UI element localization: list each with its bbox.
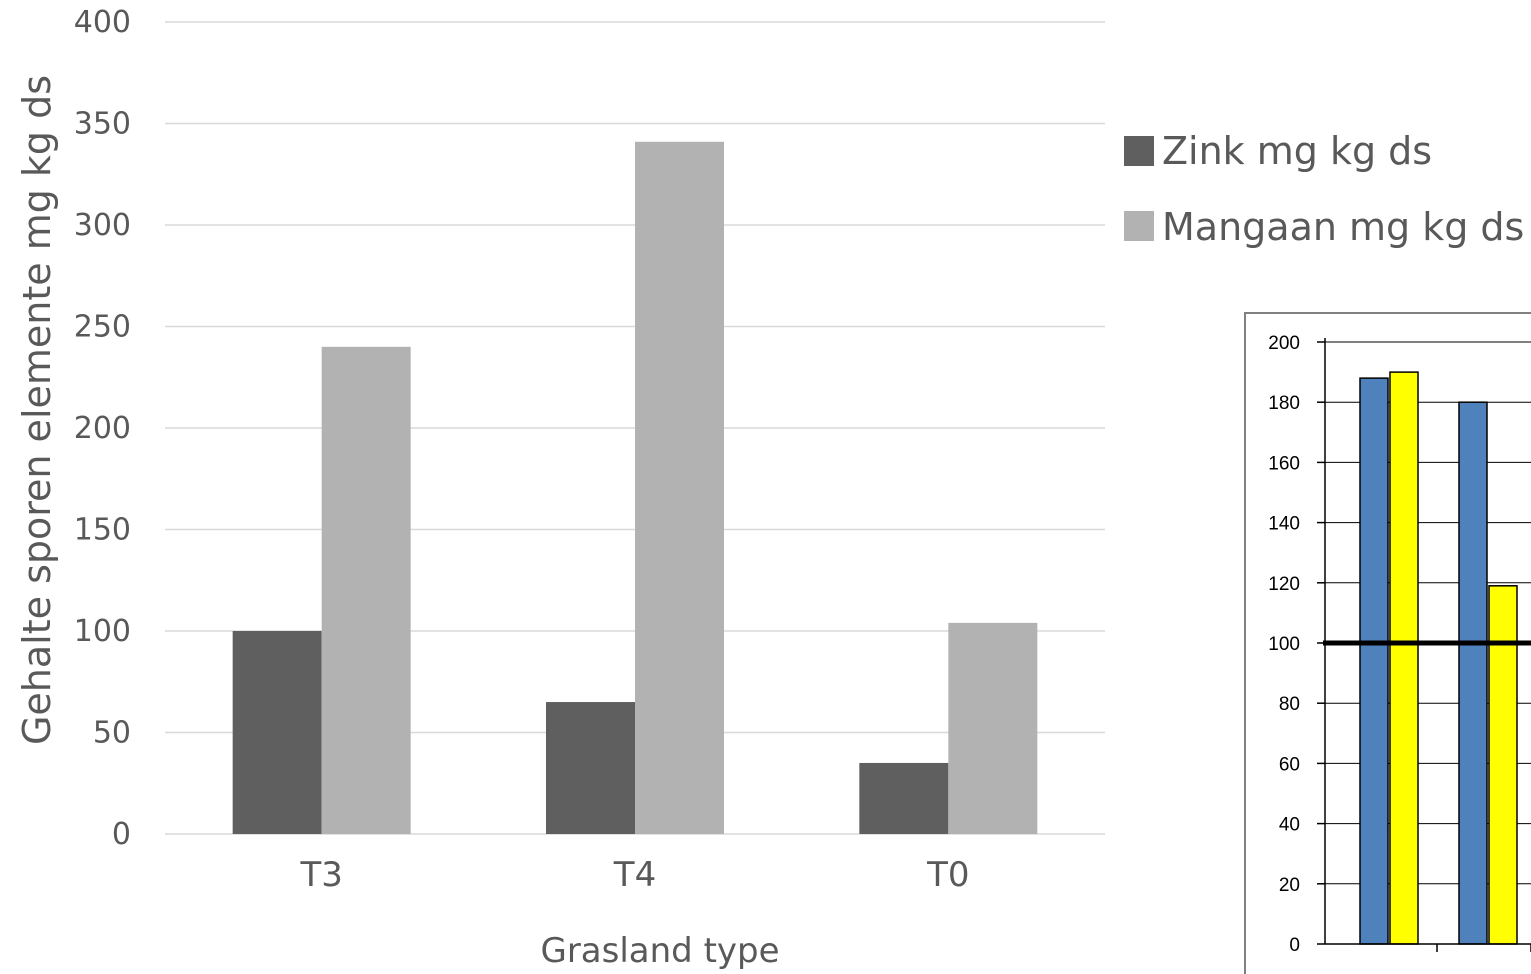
inset-chart: 0 20 40 60 80 100 120 140 160 180 200 — [1244, 312, 1531, 974]
main-bar — [635, 141, 724, 834]
inset-y-tick-label: 180 — [1268, 393, 1300, 414]
main-y-tick-label: 100 — [74, 614, 131, 649]
main-y-tick-label: 350 — [74, 107, 131, 142]
inset-y-tick-label: 20 — [1279, 875, 1300, 896]
main-x-tick-label: T4 — [613, 855, 656, 895]
main-bar — [859, 762, 949, 834]
inset-y-tick-label: 100 — [1268, 634, 1300, 655]
inset-y-tick-label: 120 — [1268, 574, 1300, 595]
main-y-tick-labels: 0 50 100 150 200 250 300 350 400 — [74, 5, 131, 852]
main-bar — [232, 631, 322, 834]
inset-bar — [1389, 371, 1419, 945]
main-x-tick-label: T0 — [926, 855, 969, 895]
main-x-tick-labels: T3 T4 T0 — [299, 855, 969, 895]
legend-item-mangaan: Mangaan mg kg ds — [1124, 205, 1524, 249]
legend-swatch-zink — [1124, 136, 1154, 166]
main-bars — [232, 141, 1038, 834]
inset-bars — [1359, 371, 1518, 945]
main-y-tick-label: 400 — [74, 5, 131, 40]
main-x-tick-label: T3 — [299, 855, 342, 895]
inset-y-tick-label: 0 — [1289, 935, 1300, 956]
legend: Zink mg kg ds Mangaan mg kg ds — [1124, 129, 1524, 249]
inset-y-tick-label: 200 — [1268, 333, 1300, 354]
legend-item-zink: Zink mg kg ds — [1124, 129, 1432, 173]
inset-y-tick-label: 40 — [1279, 815, 1300, 836]
main-y-tick-label: 50 — [93, 716, 131, 751]
main-y-tick-label: 150 — [74, 513, 131, 548]
main-y-tick-label: 0 — [112, 817, 131, 852]
main-bar — [948, 622, 1038, 834]
main-y-tick-label: 250 — [74, 310, 131, 345]
inset-bar — [1488, 585, 1518, 945]
main-chart: 0 50 100 150 200 250 300 350 400 T3 T4 T0 Gehalte … — [15, 5, 1105, 971]
inset-y-tick-labels: 0 20 40 60 80 100 120 140 160 180 200 — [1268, 333, 1531, 956]
inset-bar — [1458, 401, 1488, 945]
main-y-tick-label: 200 — [74, 411, 131, 446]
legend-label-mangaan: Mangaan mg kg ds — [1162, 205, 1524, 249]
legend-label-zink: Zink mg kg ds — [1162, 129, 1432, 173]
inset-y-tick-label: 140 — [1268, 514, 1300, 535]
main-bar — [546, 702, 635, 834]
inset-y-tick-label: 80 — [1279, 694, 1300, 715]
main-y-tick-label: 300 — [74, 208, 131, 243]
legend-swatch-mangaan — [1124, 211, 1154, 241]
inset-bar — [1359, 377, 1389, 945]
y-axis-title: Gehalte sporen elemente mg kg ds — [15, 75, 59, 745]
x-axis-title: Grasland type — [540, 931, 779, 971]
inset-y-tick-label: 160 — [1268, 453, 1300, 474]
inset-y-tick-label: 60 — [1279, 754, 1300, 775]
main-bar — [321, 346, 411, 834]
